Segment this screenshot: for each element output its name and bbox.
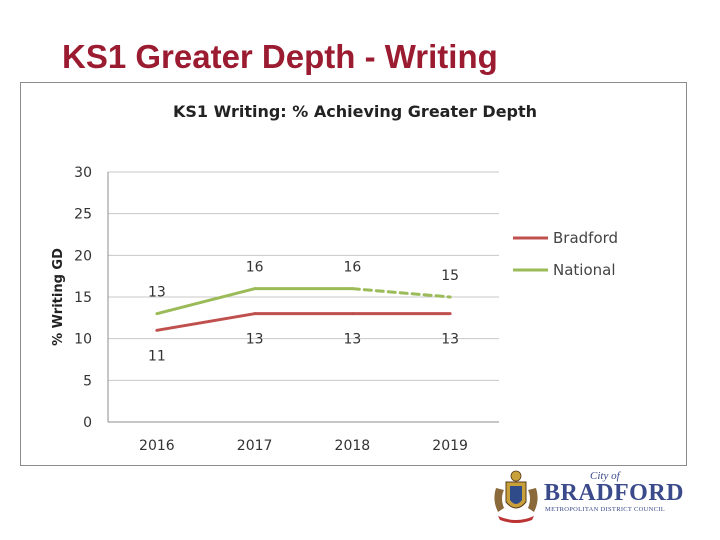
- legend: Bradford National: [513, 229, 618, 279]
- slide-title: KS1 Greater Depth - Writing: [62, 38, 498, 75]
- axes: [107, 172, 499, 423]
- y-axis-label: % Writing GD: [51, 248, 66, 346]
- series-national-segment: [350, 287, 452, 299]
- chart-frame: [20, 82, 687, 466]
- data-label-national: 16: [343, 260, 361, 276]
- y-tick-label: 0: [83, 415, 92, 431]
- data-label-national: 13: [148, 285, 166, 301]
- x-tick-label: 2017: [237, 438, 273, 454]
- y-tick-label: 20: [74, 248, 92, 264]
- logo-city-of: City of: [590, 470, 620, 482]
- series-national-segment: [155, 287, 257, 316]
- data-label-bradford: 13: [441, 332, 459, 348]
- data-label-bradford: 13: [343, 332, 361, 348]
- data-labels: 11 13 13 13 13 16 16 15: [148, 260, 459, 365]
- data-label-bradford: 13: [246, 332, 264, 348]
- bradford-council-logo: City of BRADFORD METROPOLITAN DISTRICT C…: [488, 468, 688, 526]
- chart-title: KS1 Writing: % Achieving Greater Depth: [173, 102, 537, 121]
- x-tick-labels: 2016 2017 2018 2019: [139, 438, 468, 454]
- series-lines: [155, 287, 452, 332]
- y-tick-label: 30: [74, 165, 92, 181]
- x-tick-label: 2018: [335, 438, 371, 454]
- data-label-national: 16: [246, 260, 264, 276]
- data-label-bradford: 11: [148, 348, 166, 364]
- y-tick-label: 5: [83, 373, 92, 389]
- legend-label-national: National: [553, 261, 616, 279]
- logo-name: BRADFORD: [544, 480, 684, 506]
- y-tick-label: 15: [74, 290, 92, 306]
- coat-of-arms-icon: [494, 470, 538, 523]
- legend-label-bradford: Bradford: [553, 229, 618, 247]
- y-tick-labels: 0 5 10 15 20 25 30: [74, 165, 92, 431]
- gridlines: [108, 171, 499, 381]
- series-bradford-segment: [155, 312, 257, 332]
- y-tick-label: 25: [74, 207, 92, 223]
- x-tick-label: 2016: [139, 438, 175, 454]
- x-tick-label: 2019: [432, 438, 468, 454]
- data-label-national: 15: [441, 268, 459, 284]
- logo-subtitle: METROPOLITAN DISTRICT COUNCIL: [545, 506, 666, 513]
- y-tick-label: 10: [74, 332, 92, 348]
